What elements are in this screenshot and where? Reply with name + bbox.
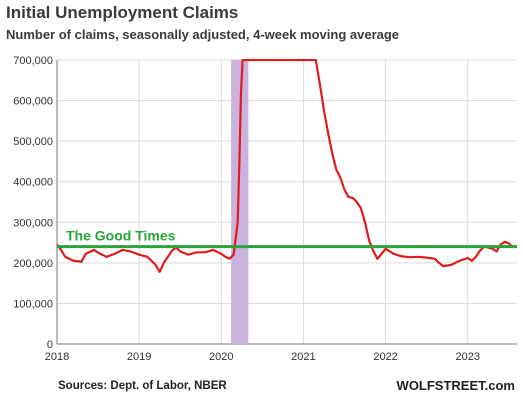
series-line	[57, 59, 514, 273]
x-tick-label: 2018	[45, 351, 69, 363]
recession-band	[231, 60, 249, 344]
x-tick-label: 2023	[455, 351, 479, 363]
x-tick-label: 2021	[291, 351, 315, 363]
y-tick-label: 400,000	[13, 177, 53, 189]
x-tick-label: 2019	[127, 351, 151, 363]
y-tick-label: 0	[47, 339, 53, 351]
reference-line-label: The Good Times	[66, 228, 176, 244]
y-tick-label: 200,000	[13, 258, 53, 270]
y-tick-label: 700,000	[13, 55, 53, 67]
y-tick-label: 300,000	[13, 217, 53, 229]
y-tick-label: 100,000	[13, 298, 53, 310]
brand-label: WOLFSTREET.com	[396, 378, 515, 393]
y-tick-label: 500,000	[13, 136, 53, 148]
y-tick-label: 600,000	[13, 96, 53, 108]
chart-title: Initial Unemployment Claims	[6, 3, 239, 22]
x-tick-label: 2020	[209, 351, 233, 363]
x-tick-label: 2022	[373, 351, 397, 363]
source-note: Sources: Dept. of Labor, NBER	[58, 380, 227, 392]
chart-subtitle: Number of claims, seasonally adjusted, 4…	[6, 27, 400, 42]
